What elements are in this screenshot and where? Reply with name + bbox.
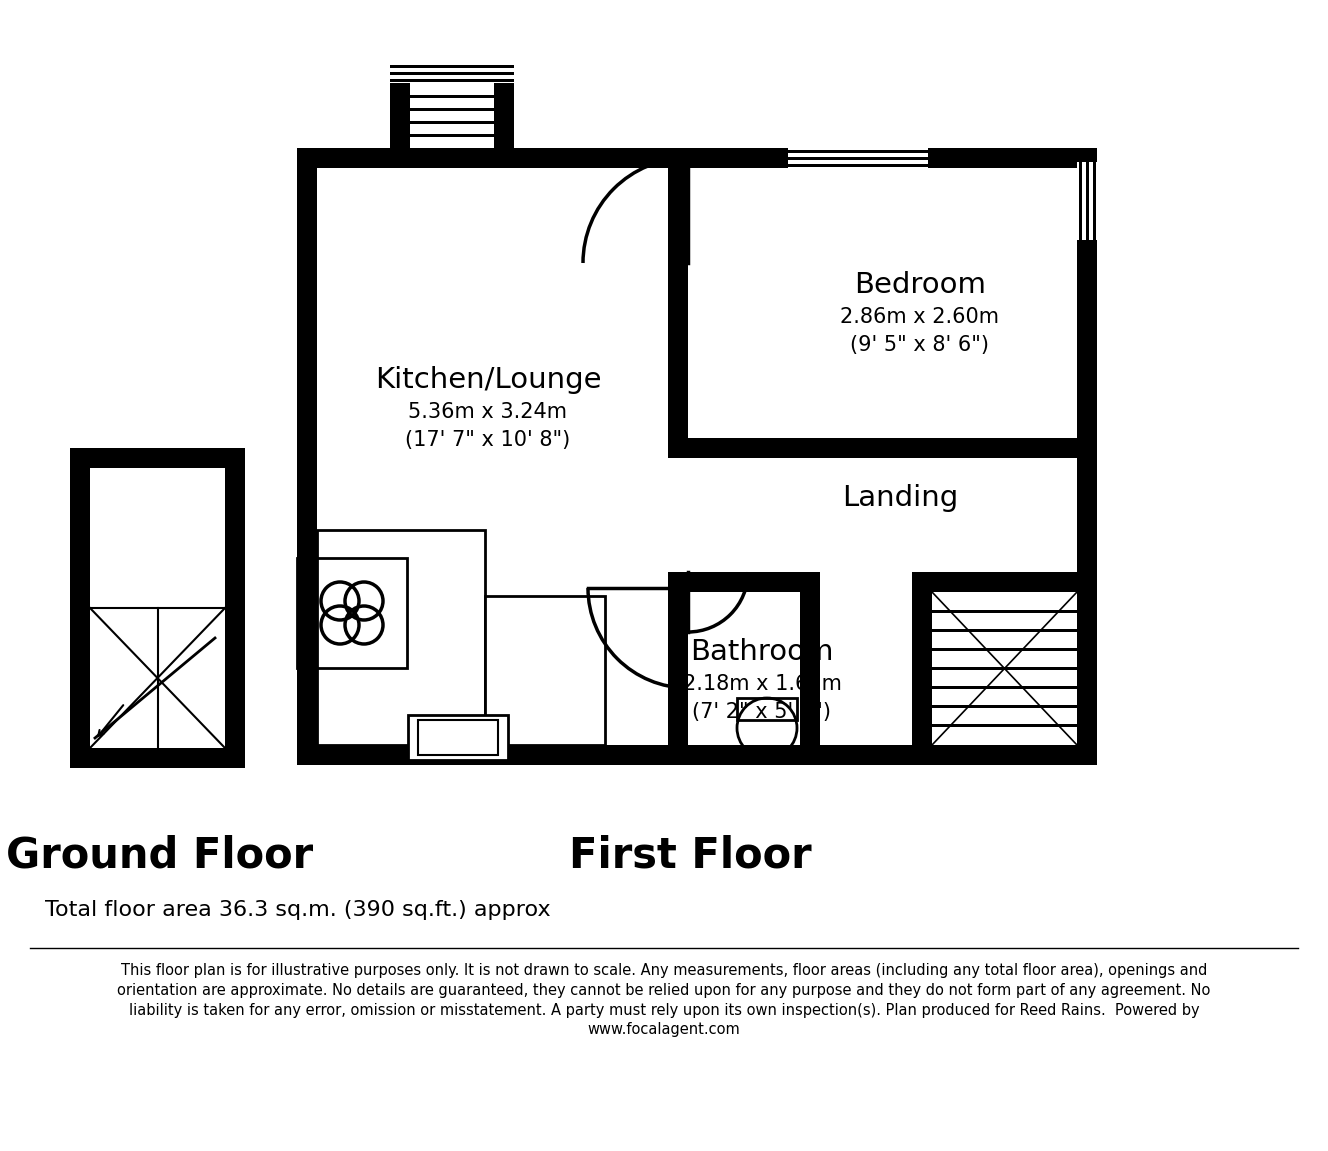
Bar <box>297 558 406 668</box>
Bar <box>1078 162 1081 241</box>
Bar <box>912 572 932 765</box>
Bar <box>737 698 797 721</box>
Bar <box>668 572 688 765</box>
Bar <box>799 572 819 765</box>
Bar <box>932 628 1077 632</box>
Bar <box>932 706 1077 708</box>
Bar <box>410 107 494 110</box>
Bar <box>410 121 494 123</box>
Bar <box>317 529 485 745</box>
Bar <box>408 715 509 760</box>
Bar <box>932 724 1077 727</box>
Text: (17' 7" x 10' 8"): (17' 7" x 10' 8") <box>405 430 571 450</box>
Text: 2.18m x 1.67m: 2.18m x 1.67m <box>683 674 842 694</box>
Bar <box>70 448 90 768</box>
Bar <box>70 448 244 768</box>
Bar <box>788 157 928 160</box>
Bar <box>1077 148 1097 765</box>
Bar <box>485 596 606 745</box>
Bar <box>912 572 1097 592</box>
Bar <box>390 73 514 75</box>
Bar <box>297 745 1097 765</box>
Bar <box>390 63 514 83</box>
Text: 2.86m x 2.60m: 2.86m x 2.60m <box>841 307 1000 327</box>
Text: Landing: Landing <box>842 485 957 512</box>
Text: Ground Floor: Ground Floor <box>7 834 313 876</box>
Bar <box>788 148 928 168</box>
Text: Bedroom: Bedroom <box>854 270 985 299</box>
Bar <box>788 163 928 167</box>
Bar <box>932 686 1077 689</box>
Text: Bathroom: Bathroom <box>691 638 834 666</box>
Bar <box>668 148 688 458</box>
Bar <box>70 448 244 468</box>
Bar <box>418 721 498 755</box>
Text: This floor plan is for illustrative purposes only. It is not drawn to scale. Any: This floor plan is for illustrative purp… <box>117 963 1211 1037</box>
Bar <box>788 150 928 152</box>
Bar <box>932 666 1077 670</box>
Bar <box>297 148 1097 168</box>
Bar <box>410 134 494 137</box>
Bar <box>410 94 494 98</box>
Bar <box>390 64 514 68</box>
Bar <box>390 63 514 83</box>
Bar <box>668 439 1097 458</box>
Text: (9' 5" x 8' 6"): (9' 5" x 8' 6") <box>850 335 989 355</box>
Circle shape <box>806 618 814 626</box>
Bar <box>297 148 1097 765</box>
Bar <box>932 648 1077 650</box>
Bar <box>494 63 514 148</box>
Bar <box>668 572 819 592</box>
Text: Kitchen/Lounge: Kitchen/Lounge <box>374 366 602 394</box>
Bar <box>1093 162 1096 241</box>
Bar <box>70 748 244 768</box>
Text: 5.36m x 3.24m: 5.36m x 3.24m <box>409 402 567 422</box>
Bar <box>224 448 244 768</box>
Text: (7' 2" x 5' 6"): (7' 2" x 5' 6") <box>692 702 831 722</box>
Bar <box>297 148 317 765</box>
Text: Total floor area 36.3 sq.m. (390 sq.ft.) approx: Total floor area 36.3 sq.m. (390 sq.ft.)… <box>45 900 551 920</box>
Bar <box>390 79 514 82</box>
Bar <box>1077 162 1097 241</box>
Bar <box>390 63 410 148</box>
Bar <box>1086 162 1089 241</box>
Text: First Floor: First Floor <box>568 834 811 876</box>
Bar <box>932 610 1077 612</box>
